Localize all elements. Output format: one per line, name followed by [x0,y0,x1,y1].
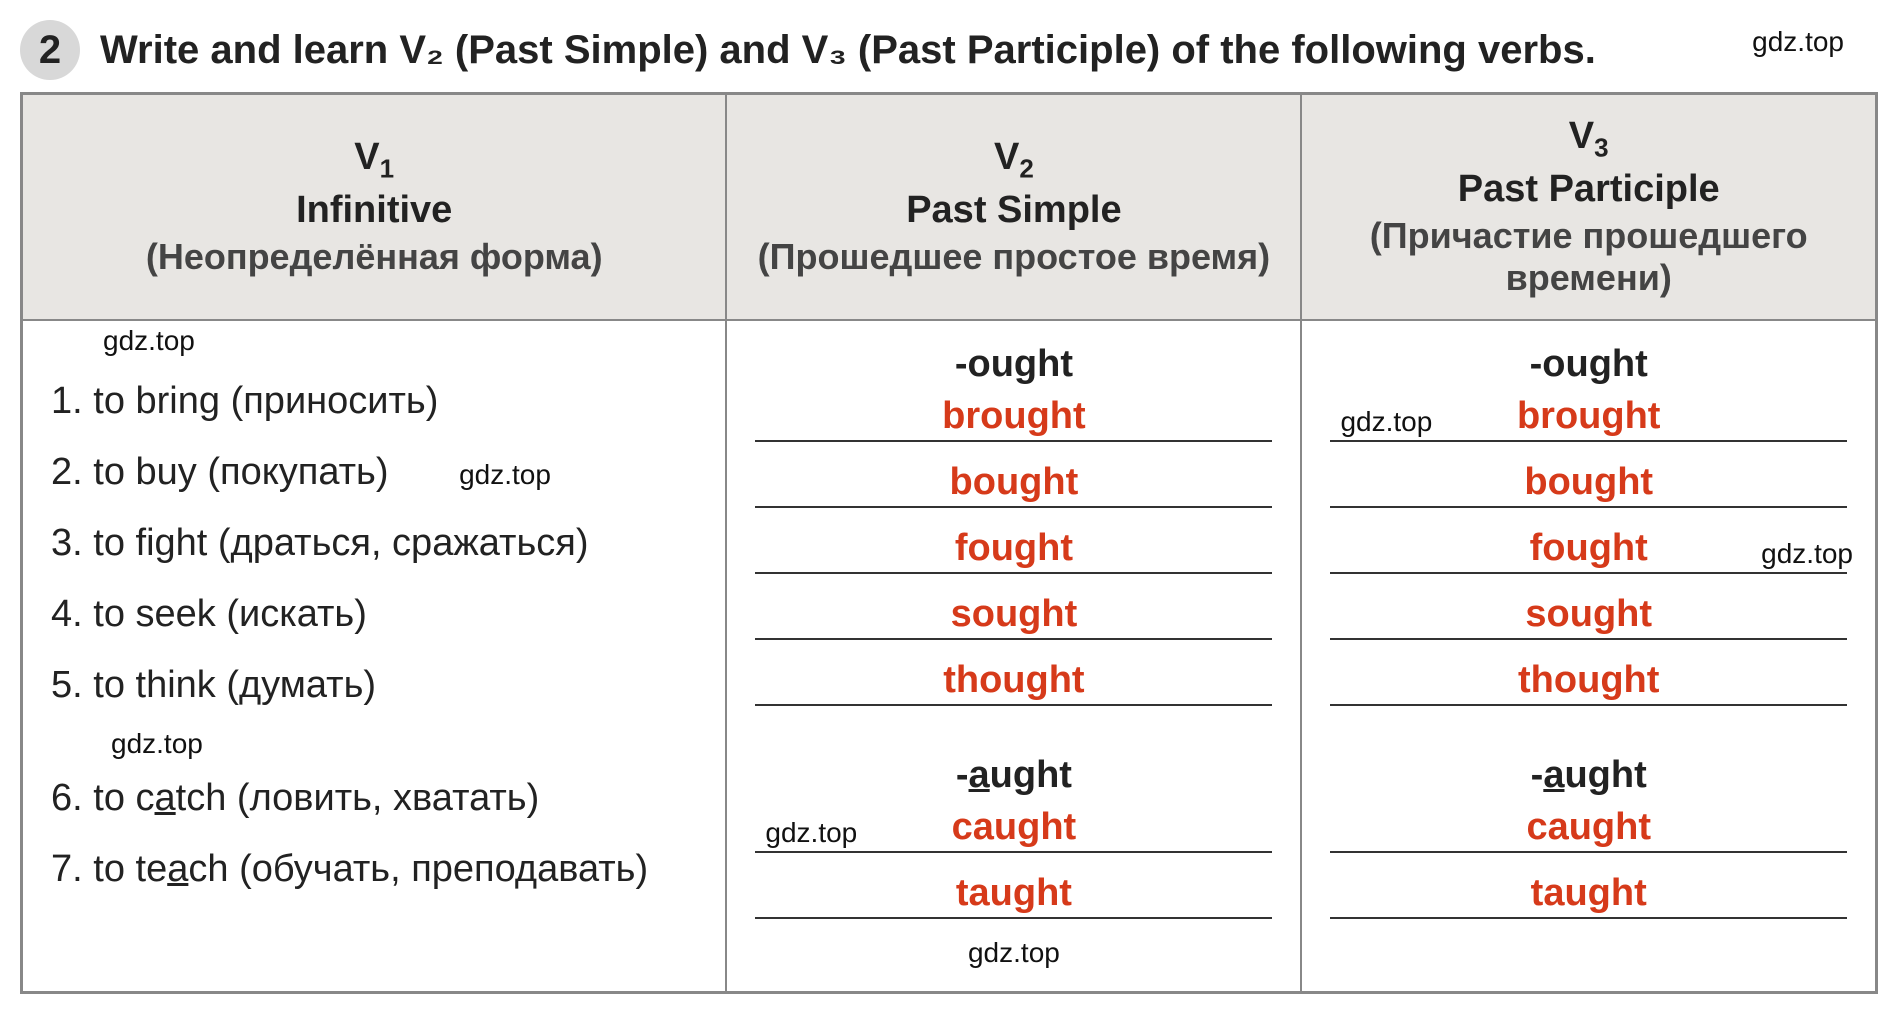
answer-text: brought [1517,395,1661,440]
v1-translation: (Неопределённая форма) [39,236,709,278]
watermark-inline: gdz.top [111,728,697,760]
answer-text: brought [942,395,1086,440]
answer-text: caught [952,806,1077,851]
exercise-container: gdz.top 2 Write and learn V₂ (Past Simpl… [20,20,1878,994]
suffix-header-ought: -ought [1330,343,1847,386]
suffix-header-aught: -aught [755,754,1272,797]
answer-line[interactable]: sought [1330,592,1847,640]
v2-translation: (Прошедшее простое время) [743,236,1284,278]
v3-label: Past Participle [1318,168,1859,211]
answer-line[interactable]: thought [1330,658,1847,706]
table-header-row: V1 Infinitive (Неопределённая форма) V2 … [22,94,1877,320]
header-v2: V2 Past Simple (Прошедшее простое время) [726,94,1301,320]
answer-line[interactable]: gdz.top caught [755,805,1272,853]
answer-text: fought [1530,527,1648,572]
answer-text: sought [1525,593,1652,638]
header-row: 2 Write and learn V₂ (Past Simple) and V… [20,20,1878,80]
answer-text: bought [1524,461,1653,506]
answer-text: thought [1518,659,1659,704]
v3-cell: -ought gdz.topbrought bought foughtgdz.t… [1301,320,1876,993]
suffix-header-aught: -aught [1330,754,1847,797]
answer-line[interactable]: taught [1330,871,1847,919]
answer-text: bought [950,461,1079,506]
exercise-number-badge: 2 [20,20,80,80]
answer-line[interactable]: taught [755,871,1272,919]
verb-row: 6. to catch (ловить, хватать) [51,770,697,827]
v2-label: Past Simple [743,189,1284,232]
suffix-header-ought: -ought [755,343,1272,386]
header-v1: V1 Infinitive (Неопределённая форма) [22,94,727,320]
watermark-inline: gdz.top [1340,406,1432,438]
infinitive-cell: gdz.top 1. to bring (приносить) 2. to bu… [22,320,727,993]
v2-cell: -ought brought bought fought sought thou… [726,320,1301,993]
verb-row: 2. to buy (покупать) gdz.top [51,444,697,501]
answer-text: taught [956,872,1072,917]
watermark-inline: gdz.top [765,817,857,849]
answer-line[interactable]: foughtgdz.top [1330,526,1847,574]
answer-text: caught [1526,806,1651,851]
verb-row: 5. to think (думать) [51,657,697,714]
verb-row: 3. to fight (драться, сражаться) [51,515,697,572]
answer-text: fought [955,527,1073,572]
answer-line[interactable]: sought [755,592,1272,640]
answer-line[interactable]: brought [755,394,1272,442]
watermark-inline: gdz.top [1761,538,1853,570]
v3-translation: (Причастие прошедшего времени) [1318,215,1859,299]
v3-symbol: V3 [1318,115,1859,164]
answer-line[interactable]: bought [1330,460,1847,508]
watermark-inline: gdz.top [968,937,1060,968]
verb-row: 7. to teach (обучать, препода­вать) [51,841,697,898]
answer-text: taught [1531,872,1647,917]
watermark-inline: gdz.top [459,459,551,490]
answer-line[interactable]: fought [755,526,1272,574]
answer-line[interactable]: thought [755,658,1272,706]
v2-symbol: V2 [743,136,1284,185]
answer-text: sought [951,593,1078,638]
v1-label: Infinitive [39,189,709,232]
verb-table: V1 Infinitive (Неопределённая форма) V2 … [20,92,1878,994]
verb-row: 1. to bring (приносить) [51,373,697,430]
v1-symbol: V1 [39,136,709,185]
instruction-text: Write and learn V₂ (Past Simple) and V₃ … [100,28,1596,73]
answer-line[interactable]: gdz.top brought [1330,394,1847,442]
header-v3: V3 Past Participle (Причастие прошедшего… [1301,94,1876,320]
answer-line[interactable]: caught [1330,805,1847,853]
answer-line[interactable]: bought [755,460,1272,508]
table-body-row: gdz.top 1. to bring (приносить) 2. to bu… [22,320,1877,993]
verb-row: 4. to seek (искать) [51,586,697,643]
answer-text: thought [943,659,1084,704]
